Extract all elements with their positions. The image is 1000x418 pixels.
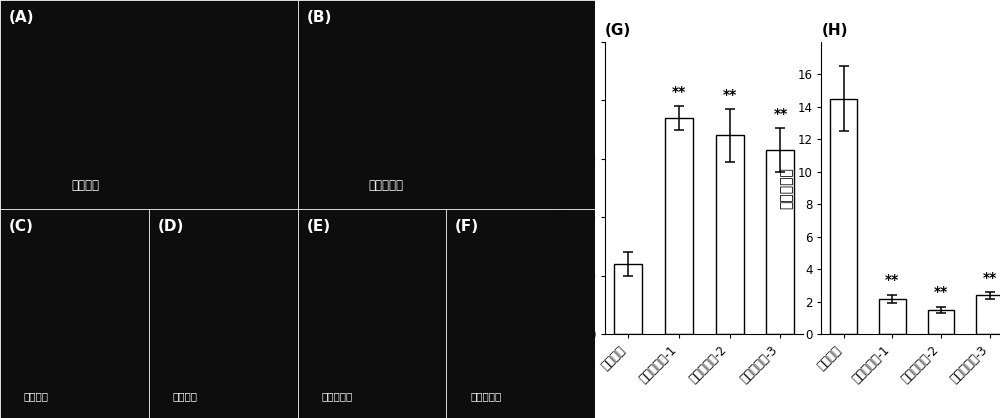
Text: **: ** <box>885 273 899 287</box>
Bar <box>928 310 954 334</box>
Text: 阳性转基因: 阳性转基因 <box>369 179 404 192</box>
Bar <box>665 118 693 334</box>
Text: (D): (D) <box>158 219 184 234</box>
Bar <box>766 150 794 334</box>
Text: (G): (G) <box>605 23 631 38</box>
Y-axis label: 结实率（%）: 结实率（%） <box>556 161 570 216</box>
Bar <box>446 209 595 418</box>
Bar <box>716 135 744 334</box>
Bar <box>976 296 1000 334</box>
Text: (H): (H) <box>821 23 848 38</box>
Text: **: ** <box>672 85 686 99</box>
Bar <box>298 0 595 209</box>
Text: (B): (B) <box>306 10 332 25</box>
Text: 阴性对照: 阴性对照 <box>173 391 198 401</box>
Text: **: ** <box>983 271 997 285</box>
Bar <box>298 209 446 418</box>
Bar <box>879 298 906 334</box>
Text: 阳性转基因: 阳性转基因 <box>321 391 353 401</box>
Text: **: ** <box>723 88 737 102</box>
Text: **: ** <box>934 285 948 299</box>
Y-axis label: 相对表达量: 相对表达量 <box>779 167 793 209</box>
Text: 阴性对照: 阴性对照 <box>24 391 49 401</box>
Text: (E): (E) <box>306 219 331 234</box>
Text: (F): (F) <box>455 219 479 234</box>
Bar <box>0 209 149 418</box>
Bar <box>614 264 642 334</box>
Text: (A): (A) <box>9 10 34 25</box>
Bar <box>149 209 298 418</box>
Text: 阳性转基因: 阳性转基因 <box>470 391 501 401</box>
Text: **: ** <box>773 107 788 121</box>
Bar <box>830 99 857 334</box>
Text: (C): (C) <box>9 219 34 234</box>
Text: 阴性对照: 阴性对照 <box>71 179 99 192</box>
Bar <box>0 0 298 209</box>
